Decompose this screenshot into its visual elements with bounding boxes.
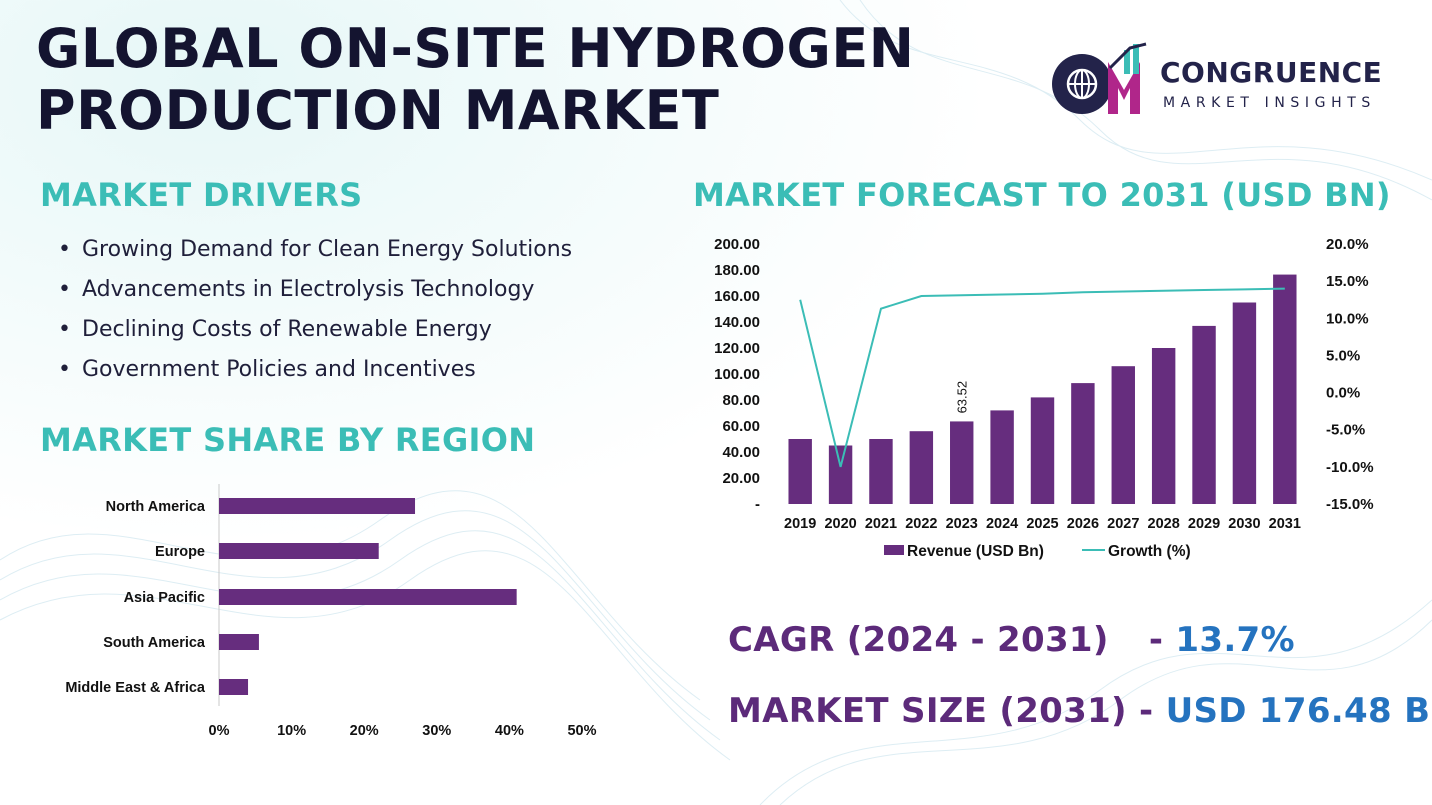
- y-tick-left: 120.00: [714, 340, 760, 357]
- revenue-bar: [1071, 383, 1095, 504]
- region-bar: [219, 679, 249, 695]
- y-tick-left: 20.00: [722, 470, 760, 487]
- x-tick-label: 2031: [1269, 516, 1301, 532]
- driver-item: Advancements in Electrolysis Technology: [58, 270, 572, 310]
- x-tick-label: 2028: [1148, 516, 1180, 532]
- market-size-kpi: MARKET SIZE (2031) - USD 176.48 BN: [728, 691, 1432, 731]
- y-tick-left: -: [755, 496, 760, 513]
- revenue-bar: [788, 439, 812, 504]
- y-tick-left: 140.00: [714, 314, 760, 331]
- logo-name: CONGRUENCE: [1160, 56, 1383, 89]
- legend-label-growth: Growth (%): [1108, 543, 1191, 560]
- cagr-label: CAGR (2024 - 2031): [728, 620, 1109, 660]
- revenue-bar: [990, 410, 1014, 504]
- x-tick-label: 2021: [865, 516, 897, 532]
- revenue-bar: [1232, 302, 1257, 504]
- x-tick-label: 2030: [1228, 516, 1260, 532]
- region-heading: MARKET SHARE BY REGION: [40, 421, 536, 459]
- y-tick-left: 200.00: [714, 236, 760, 253]
- x-tick-label: 2019: [784, 516, 816, 532]
- region-bar: [219, 498, 416, 514]
- legend-label-revenue: Revenue (USD Bn): [907, 543, 1044, 560]
- title-line-2: PRODUCTION MARKET: [36, 79, 720, 142]
- x-tick-label: 30%: [422, 723, 451, 739]
- region-label: Asia Pacific: [124, 590, 205, 606]
- y-tick-right: -10.0%: [1326, 459, 1374, 476]
- x-tick-label: 2023: [946, 516, 978, 532]
- region-label: North America: [106, 499, 206, 515]
- x-tick-label: 50%: [567, 723, 596, 739]
- region-bar: [219, 543, 379, 559]
- drivers-list: Growing Demand for Clean Energy Solution…: [58, 230, 572, 390]
- driver-item: Government Policies and Incentives: [58, 350, 572, 390]
- x-tick-label: 0%: [209, 723, 230, 739]
- market-size-label: MARKET SIZE (2031): [728, 691, 1127, 731]
- region-label: Europe: [155, 544, 205, 560]
- cagr-kpi: CAGR (2024 - 2031) - 13.7%: [728, 620, 1295, 660]
- cagr-value: 13.7%: [1175, 620, 1295, 660]
- revenue-bar: [909, 431, 934, 504]
- cagr-dash: -: [1148, 620, 1176, 660]
- region-label: South America: [103, 635, 206, 651]
- forecast-heading: MARKET FORECAST TO 2031 (USD BN): [693, 176, 1391, 214]
- x-tick-label: 2025: [1026, 516, 1058, 532]
- x-tick-label: 2026: [1067, 516, 1099, 532]
- logo-subtitle: MARKET INSIGHTS: [1163, 95, 1376, 111]
- y-tick-right: 15.0%: [1326, 273, 1369, 290]
- page-title: GLOBAL ON-SITE HYDROGEN PRODUCTION MARKE…: [36, 18, 936, 142]
- y-tick-right: -5.0%: [1326, 422, 1365, 439]
- legend-swatch-revenue: [884, 545, 904, 555]
- revenue-bar: [1111, 366, 1135, 504]
- y-tick-right: -15.0%: [1326, 496, 1374, 513]
- region-bar: [219, 589, 517, 605]
- region-bar: [219, 634, 259, 650]
- y-tick-right: 10.0%: [1326, 310, 1369, 327]
- x-tick-label: 20%: [350, 723, 379, 739]
- growth-line: [799, 287, 1285, 468]
- x-tick-label: 2024: [986, 516, 1018, 532]
- y-tick-right: 0.0%: [1326, 385, 1360, 402]
- driver-item: Growing Demand for Clean Energy Solution…: [58, 230, 572, 270]
- y-tick-right: 20.0%: [1326, 236, 1369, 253]
- revenue-bar: [1273, 274, 1297, 504]
- revenue-bar: [1151, 348, 1176, 504]
- x-tick-label: 2022: [905, 516, 937, 532]
- y-tick-left: 40.00: [722, 444, 760, 461]
- x-tick-label: 2029: [1188, 516, 1220, 532]
- x-tick-label: 2027: [1107, 516, 1139, 532]
- data-label: 63.52: [955, 381, 970, 414]
- y-tick-left: 60.00: [722, 418, 760, 435]
- market-size-dash: -: [1126, 691, 1166, 731]
- y-tick-left: 100.00: [714, 366, 760, 383]
- title-line-1: GLOBAL ON-SITE HYDROGEN: [36, 17, 915, 80]
- revenue-bar: [1192, 325, 1216, 504]
- x-tick-label: 2020: [824, 516, 856, 532]
- revenue-bar: [950, 421, 974, 504]
- x-tick-label: 40%: [495, 723, 524, 739]
- congruence-logo: [1052, 42, 1147, 114]
- y-tick-left: 180.00: [714, 262, 760, 279]
- x-tick-label: 10%: [277, 723, 306, 739]
- y-tick-left: 80.00: [722, 392, 760, 409]
- revenue-bar: [1030, 397, 1055, 504]
- revenue-bar: [869, 439, 893, 504]
- region-label: Middle East & Africa: [65, 680, 206, 696]
- y-tick-left: 160.00: [714, 288, 760, 305]
- drivers-heading: MARKET DRIVERS: [40, 176, 363, 214]
- driver-item: Declining Costs of Renewable Energy: [58, 310, 572, 350]
- y-tick-right: 5.0%: [1326, 347, 1360, 364]
- market-size-value: USD 176.48 BN: [1165, 691, 1432, 731]
- revenue-bar: [828, 445, 853, 504]
